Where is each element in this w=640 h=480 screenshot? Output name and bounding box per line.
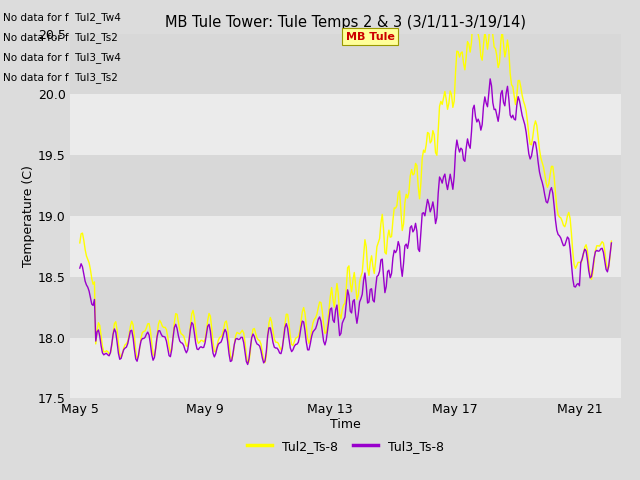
Bar [70, 95, 621, 155]
Title: MB Tule Tower: Tule Temps 2 & 3 (3/1/11-3/19/14): MB Tule Tower: Tule Temps 2 & 3 (3/1/11-… [165, 15, 526, 30]
Tul3_Ts-8 [140, 336, 148, 341]
Tul3_Ts-8 [244, 361, 252, 367]
Tul3_Ts-8 [76, 265, 84, 271]
Text: MB Tule: MB Tule [346, 32, 394, 42]
Tul2_Ts-8 [470, 6, 478, 12]
Tul2_Ts-8 [607, 238, 615, 244]
Tul2_Ts-8 [250, 325, 258, 331]
Bar [70, 337, 621, 398]
Tul3_Ts-8 [288, 349, 296, 355]
Tul2_Ts-8 [461, 67, 468, 72]
X-axis label: Time: Time [330, 418, 361, 431]
Tul2_Ts-8 [140, 328, 148, 334]
Text: No data for f  Tul2_Tw4: No data for f Tul2_Tw4 [3, 12, 121, 23]
Line: Tul3_Ts-8: Tul3_Ts-8 [80, 79, 611, 364]
Bar [70, 216, 621, 277]
Bar [70, 277, 621, 337]
Tul2_Ts-8 [288, 342, 296, 348]
Tul3_Ts-8 [486, 76, 494, 82]
Text: No data for f  Tul2_Ts2: No data for f Tul2_Ts2 [3, 32, 118, 43]
Tul2_Ts-8 [76, 240, 84, 246]
Tul3_Ts-8 [412, 220, 419, 226]
Tul3_Ts-8 [463, 136, 471, 142]
Legend: Tul2_Ts-8, Tul3_Ts-8: Tul2_Ts-8, Tul3_Ts-8 [242, 435, 449, 458]
Tul3_Ts-8 [250, 334, 258, 339]
Line: Tul2_Ts-8: Tul2_Ts-8 [80, 9, 611, 363]
Bar [70, 155, 621, 216]
Tul3_Ts-8 [461, 158, 468, 164]
Bar [70, 34, 621, 95]
Tul3_Ts-8 [607, 240, 615, 246]
Tul2_Ts-8 [412, 160, 419, 166]
Tul2_Ts-8 [244, 360, 252, 366]
Text: No data for f  Tul3_Ts2: No data for f Tul3_Ts2 [3, 72, 118, 84]
Text: No data for f  Tul3_Tw4: No data for f Tul3_Tw4 [3, 52, 121, 63]
Y-axis label: Temperature (C): Temperature (C) [22, 165, 35, 267]
Tul2_Ts-8 [463, 39, 471, 45]
